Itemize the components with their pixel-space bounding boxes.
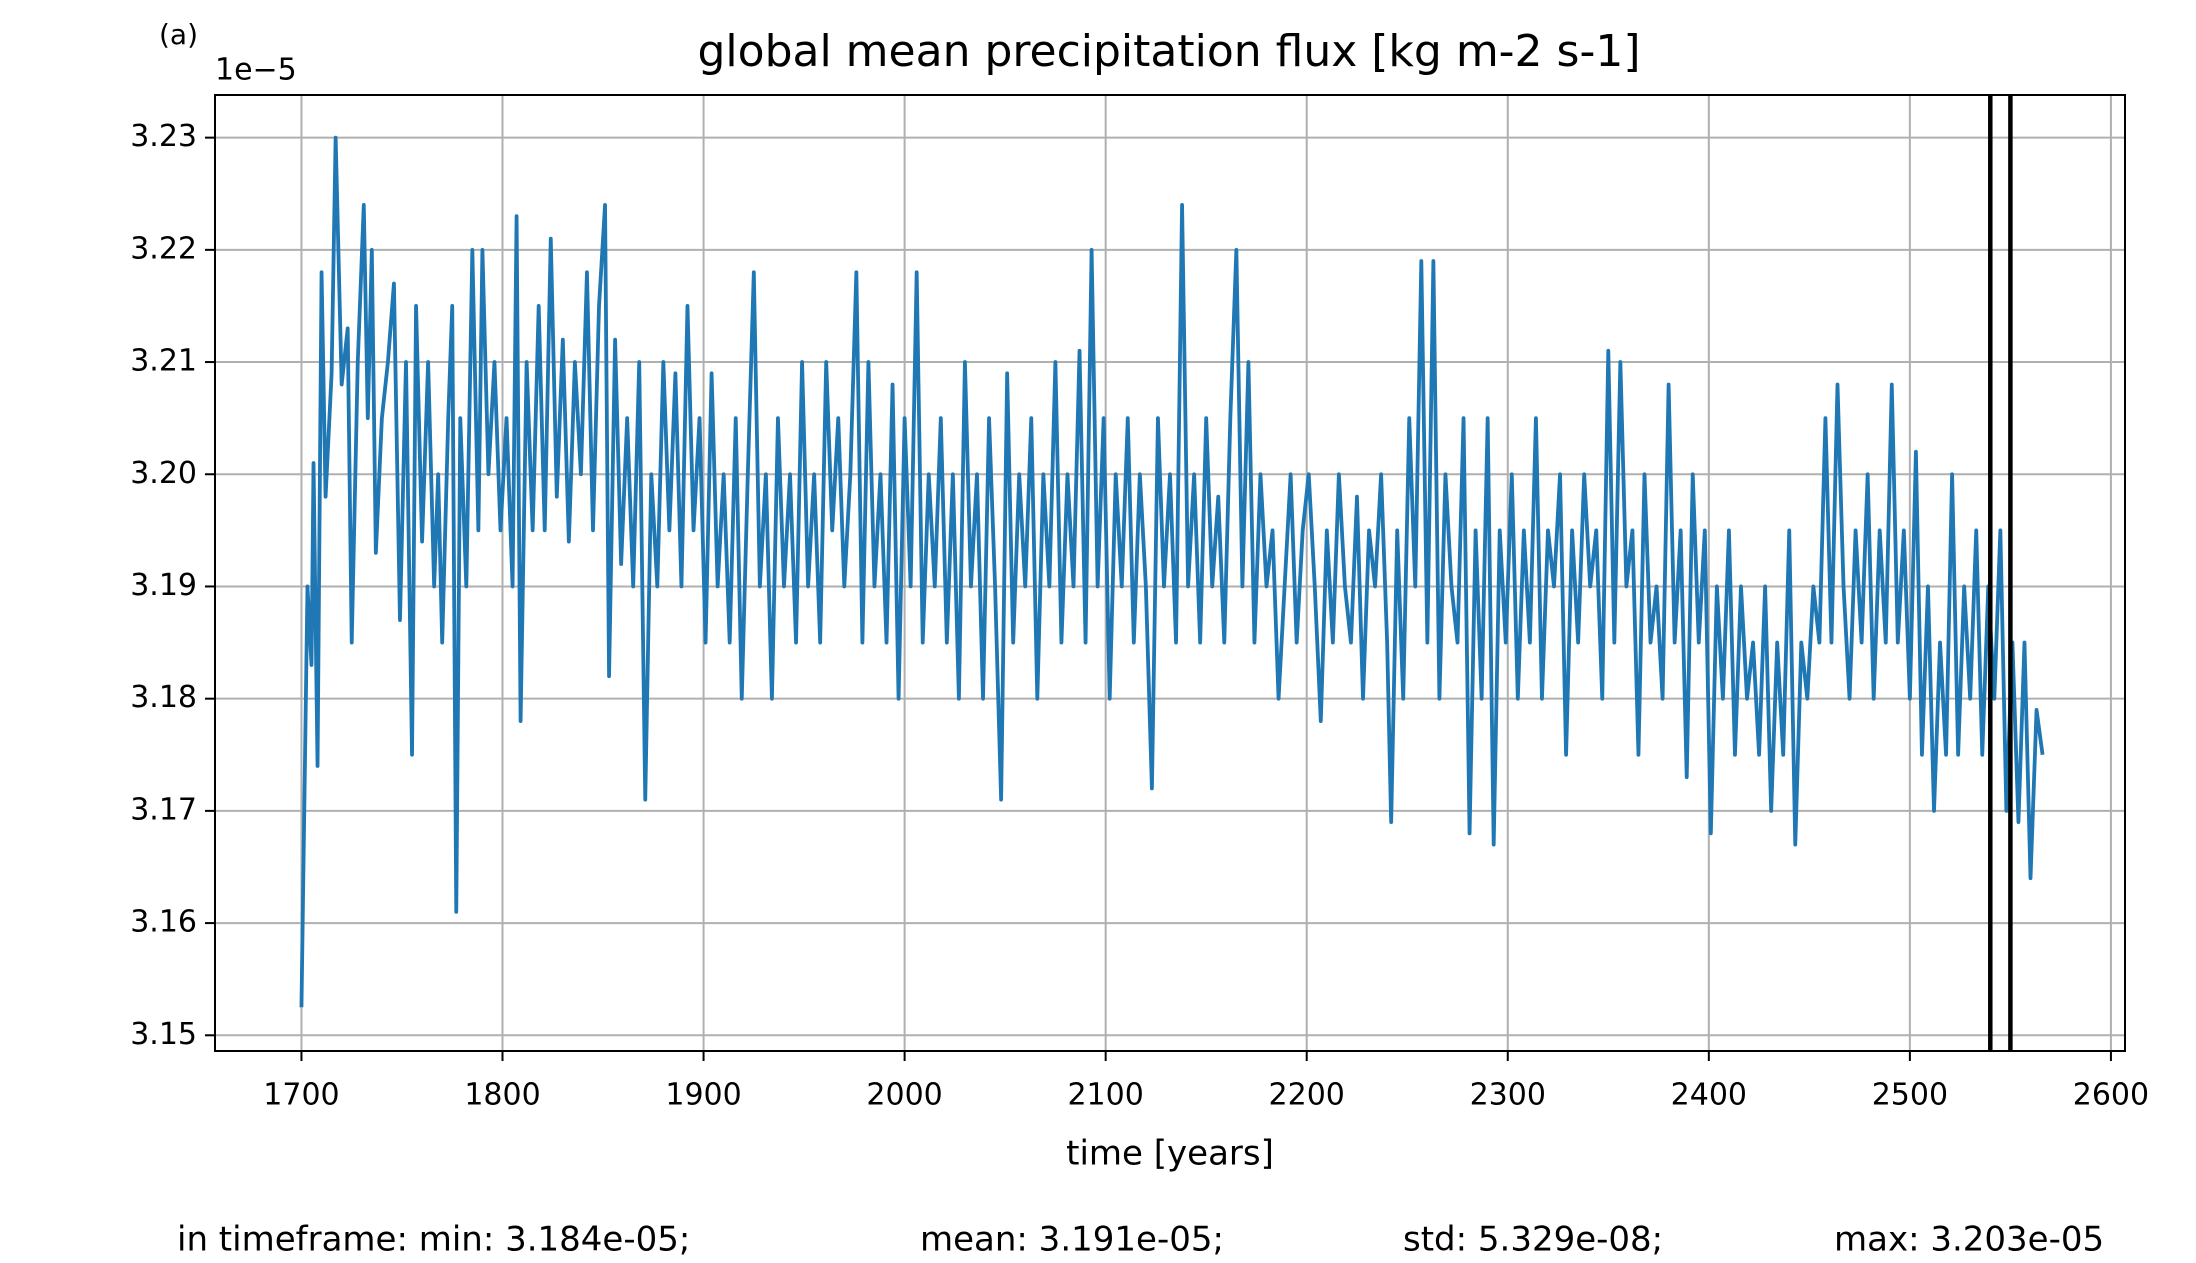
- footer-stat: std: 5.329e-08;: [1403, 1220, 1663, 1260]
- x-tick-label: 1800: [464, 1078, 540, 1113]
- plot-frame: [214, 94, 2126, 1052]
- y-tick-label: 3.17: [130, 792, 197, 827]
- x-tick-label: 2200: [1269, 1078, 1345, 1113]
- y-tick-label: 3.15: [130, 1017, 197, 1052]
- series-line: [299, 135, 2045, 1008]
- x-tick-label: 2300: [1470, 1078, 1546, 1113]
- y-tick-label: 3.23: [130, 119, 197, 154]
- footer-stat: in timeframe: min: 3.184e-05;: [177, 1220, 690, 1260]
- panel-label: (a): [159, 18, 198, 51]
- y-tick-label: 3.19: [130, 568, 197, 603]
- x-axis-label: time [years]: [1066, 1134, 1274, 1174]
- offset-label: 1e−5: [215, 53, 297, 88]
- x-tick-label: 2000: [866, 1078, 942, 1113]
- x-tick-label: 2500: [1872, 1078, 1948, 1113]
- x-tick-label: 1700: [263, 1078, 339, 1113]
- x-tick-label: 2100: [1067, 1078, 1143, 1113]
- y-tick-label: 3.20: [130, 456, 197, 491]
- footer-stat: max: 3.203e-05: [1834, 1220, 2104, 1260]
- y-tick-label: 3.18: [130, 680, 197, 715]
- x-tick-label: 2400: [1671, 1078, 1747, 1113]
- x-tick-label: 2600: [2073, 1078, 2149, 1113]
- x-tick-label: 1900: [665, 1078, 741, 1113]
- chart-title: global mean precipitation flux [kg m-2 s…: [698, 26, 1641, 77]
- y-tick-label: 3.22: [130, 231, 197, 266]
- footer-stat: mean: 3.191e-05;: [920, 1220, 1224, 1260]
- y-tick-label: 3.21: [130, 344, 197, 379]
- y-tick-label: 3.16: [130, 905, 197, 940]
